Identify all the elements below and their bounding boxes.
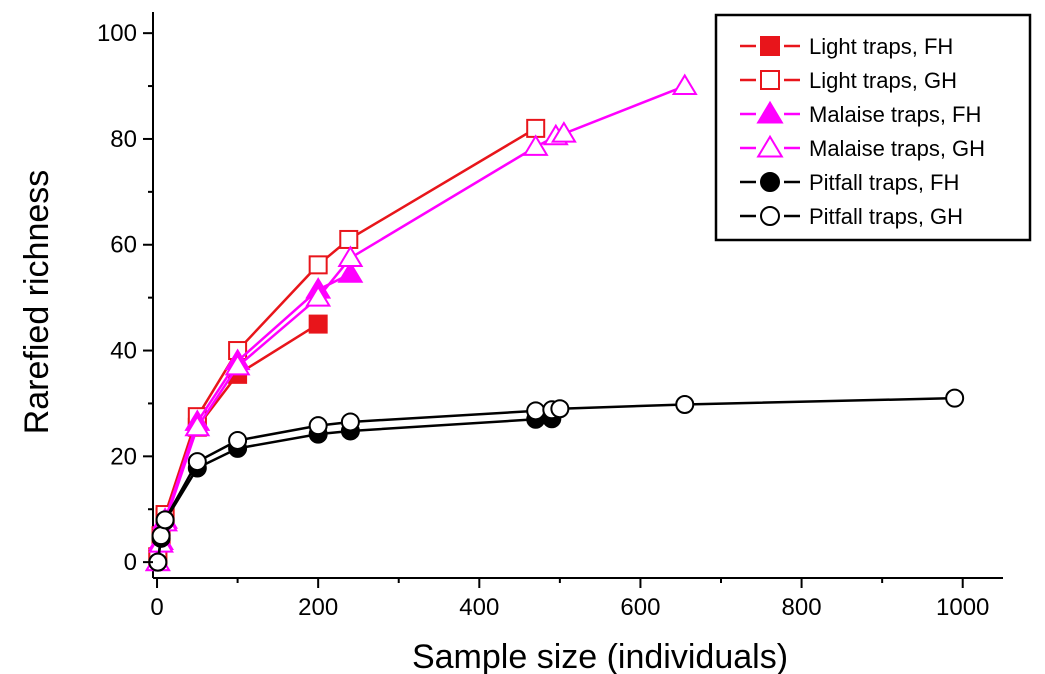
data-point	[945, 388, 965, 408]
y-axis-title: Rarefied richness	[18, 170, 56, 435]
legend-item: Light traps, GH	[740, 68, 957, 93]
data-point	[550, 399, 570, 419]
legend-marker	[756, 100, 784, 124]
series-pitfall-traps-gh	[148, 388, 965, 572]
data-point	[337, 245, 364, 267]
data-point	[184, 414, 211, 437]
legend-item: Light traps, FH	[740, 34, 953, 59]
data-point	[187, 452, 207, 472]
x-tick-label: 0	[150, 594, 163, 621]
x-tick-label: 1000	[936, 594, 989, 621]
legend-marker	[760, 70, 780, 90]
data-point	[305, 285, 332, 307]
y-tick-label: 20	[110, 443, 137, 470]
legend-marker	[760, 206, 780, 226]
x-axis-title: Sample size (individuals)	[412, 638, 788, 674]
data-point	[308, 416, 328, 436]
series-layer	[144, 73, 965, 572]
legend-label: Pitfall traps, GH	[809, 204, 963, 229]
data-point	[224, 353, 251, 376]
legend-label: Light traps, FH	[809, 34, 953, 59]
legend-marker	[760, 36, 780, 56]
series-pitfall-traps-fh	[148, 409, 562, 572]
data-point	[308, 255, 328, 275]
data-point	[228, 430, 248, 450]
data-point	[337, 261, 364, 283]
data-point	[340, 412, 360, 432]
legend-item: Malaise traps, FH	[740, 100, 981, 127]
series-malaise-traps-fh	[144, 261, 364, 572]
legend-marker	[756, 134, 784, 158]
data-point	[671, 73, 698, 96]
legend-label: Malaise traps, GH	[809, 136, 985, 161]
plot-area	[152, 12, 1003, 579]
x-tick-label: 600	[620, 594, 660, 621]
data-point	[308, 314, 328, 334]
legend-item: Pitfall traps, GH	[740, 204, 963, 229]
y-tick-label: 100	[97, 20, 137, 47]
data-point	[522, 134, 549, 156]
y-tick-label: 80	[110, 126, 137, 153]
data-point	[675, 394, 695, 414]
data-point	[526, 401, 546, 421]
legend-item: Malaise traps, GH	[740, 134, 985, 161]
data-point	[151, 526, 171, 546]
data-point	[155, 510, 175, 530]
x-tick-label: 400	[459, 594, 499, 621]
legend-marker	[760, 172, 780, 192]
legend-item: Pitfall traps, FH	[740, 170, 959, 195]
series-line	[156, 417, 552, 563]
y-tick-label: 0	[124, 549, 137, 576]
legend: Light traps, FH Light traps, GH Malaise tr…	[714, 13, 1032, 242]
legend-label: Malaise traps, FH	[809, 102, 981, 127]
series-light-traps-gh	[148, 118, 546, 567]
series-malaise-traps-gh	[144, 73, 698, 572]
legend-label: Light traps, GH	[809, 68, 957, 93]
series-line	[156, 84, 686, 563]
series-line	[156, 127, 537, 558]
legend-label: Pitfall traps, FH	[809, 170, 959, 195]
x-tick-label: 800	[782, 594, 822, 621]
data-point	[550, 121, 577, 143]
y-tick-label: 40	[110, 338, 137, 365]
y-tick-label: 60	[110, 232, 137, 259]
data-point	[339, 229, 359, 249]
x-tick-label: 200	[298, 594, 338, 621]
